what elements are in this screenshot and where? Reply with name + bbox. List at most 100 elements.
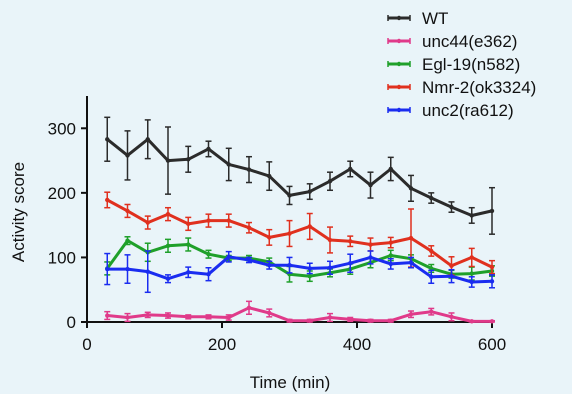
data-point: [408, 186, 414, 191]
data-point: [489, 208, 495, 214]
data-point: [368, 242, 373, 247]
x-tick-label: 600: [478, 335, 506, 354]
data-point: [145, 269, 150, 274]
series-unc2(ra612): [104, 250, 495, 294]
legend-marker: [396, 84, 402, 90]
legend-entry: WT: [387, 9, 448, 28]
data-point: [449, 314, 454, 320]
data-point: [145, 312, 150, 318]
x-tick-label: 200: [208, 335, 236, 354]
data-point: [388, 240, 393, 245]
data-point: [287, 231, 292, 236]
y-tick-label: 300: [48, 119, 76, 138]
data-point: [307, 273, 312, 279]
legend-marker: [396, 107, 402, 113]
data-point: [145, 137, 150, 142]
data-point: [165, 158, 171, 163]
legend-entry: Egl-19(n582): [387, 55, 520, 74]
x-tick-label: 0: [82, 335, 91, 354]
data-point: [186, 270, 191, 275]
data-point: [429, 309, 434, 314]
data-point: [125, 208, 130, 214]
data-point: [327, 265, 333, 270]
data-point: [368, 182, 373, 188]
series-line: [106, 198, 493, 269]
data-point: [388, 253, 393, 258]
series-WT: [104, 116, 495, 235]
legend-entry: unc44(e362): [387, 32, 517, 51]
data-point: [267, 235, 272, 240]
legend-label: Egl-19(n582): [422, 55, 520, 74]
x-axis-title: Time (min): [250, 373, 331, 392]
data-point: [368, 318, 373, 323]
data-point: [307, 224, 312, 229]
data-point: [246, 305, 252, 310]
data-point: [368, 255, 373, 260]
data-point: [287, 262, 292, 268]
data-point: [388, 166, 393, 172]
data-point: [449, 273, 454, 279]
data-point: [429, 274, 434, 279]
series-unc44(e362): [104, 300, 495, 324]
data-point: [206, 272, 211, 277]
data-point: [226, 218, 231, 223]
data-point: [145, 220, 150, 225]
data-point: [429, 195, 434, 201]
x-tick-label: 400: [343, 335, 371, 354]
data-point: [469, 213, 474, 218]
data-point: [348, 261, 353, 266]
data-point: [226, 315, 231, 320]
data-point: [267, 262, 272, 268]
axes: 0 100 200 300 0 200 400 600: [48, 96, 506, 354]
legend-entry: unc2(ra612): [387, 101, 514, 120]
data-point: [206, 146, 211, 152]
data-point: [125, 238, 130, 243]
legend-marker: [396, 15, 402, 21]
data-point: [408, 312, 414, 317]
data-point: [489, 264, 495, 270]
data-point: [125, 266, 130, 272]
data-point: [105, 197, 110, 203]
data-point: [408, 260, 414, 265]
data-point: [186, 157, 191, 162]
data-point: [246, 257, 252, 263]
data-point: [186, 314, 191, 320]
data-point: [489, 279, 495, 284]
legend-label: WT: [422, 9, 448, 28]
data-point: [348, 317, 353, 322]
data-point: [206, 252, 211, 257]
data-point: [307, 318, 312, 323]
data-point: [307, 266, 312, 271]
series-line: [107, 255, 493, 284]
data-point: [408, 235, 414, 241]
data-point: [469, 255, 474, 260]
data-point: [348, 239, 353, 244]
y-tick-label: 200: [48, 184, 76, 203]
data-point: [105, 313, 110, 318]
data-point: [165, 276, 171, 281]
data-point: [125, 315, 130, 320]
legend-marker: [396, 38, 402, 44]
data-point: [165, 313, 171, 318]
data-point: [226, 162, 231, 167]
y-tick-label: 0: [67, 313, 76, 332]
data-point: [165, 243, 171, 249]
data-point: [327, 179, 333, 184]
data-point: [287, 318, 292, 323]
legend-entry: Nmr-2(ok3324): [387, 78, 536, 97]
data-point: [267, 310, 272, 316]
legend-label: unc2(ra612): [422, 101, 514, 120]
data-point: [327, 237, 333, 243]
data-point: [105, 137, 110, 142]
data-point: [226, 254, 231, 259]
data-point: [246, 167, 252, 172]
data-point: [287, 193, 292, 198]
data-point: [125, 153, 130, 158]
data-point: [246, 225, 252, 230]
data-point: [206, 218, 211, 223]
data-point: [469, 271, 474, 276]
data-point: [267, 173, 272, 179]
data-point: [307, 189, 312, 194]
data-point: [165, 211, 171, 217]
